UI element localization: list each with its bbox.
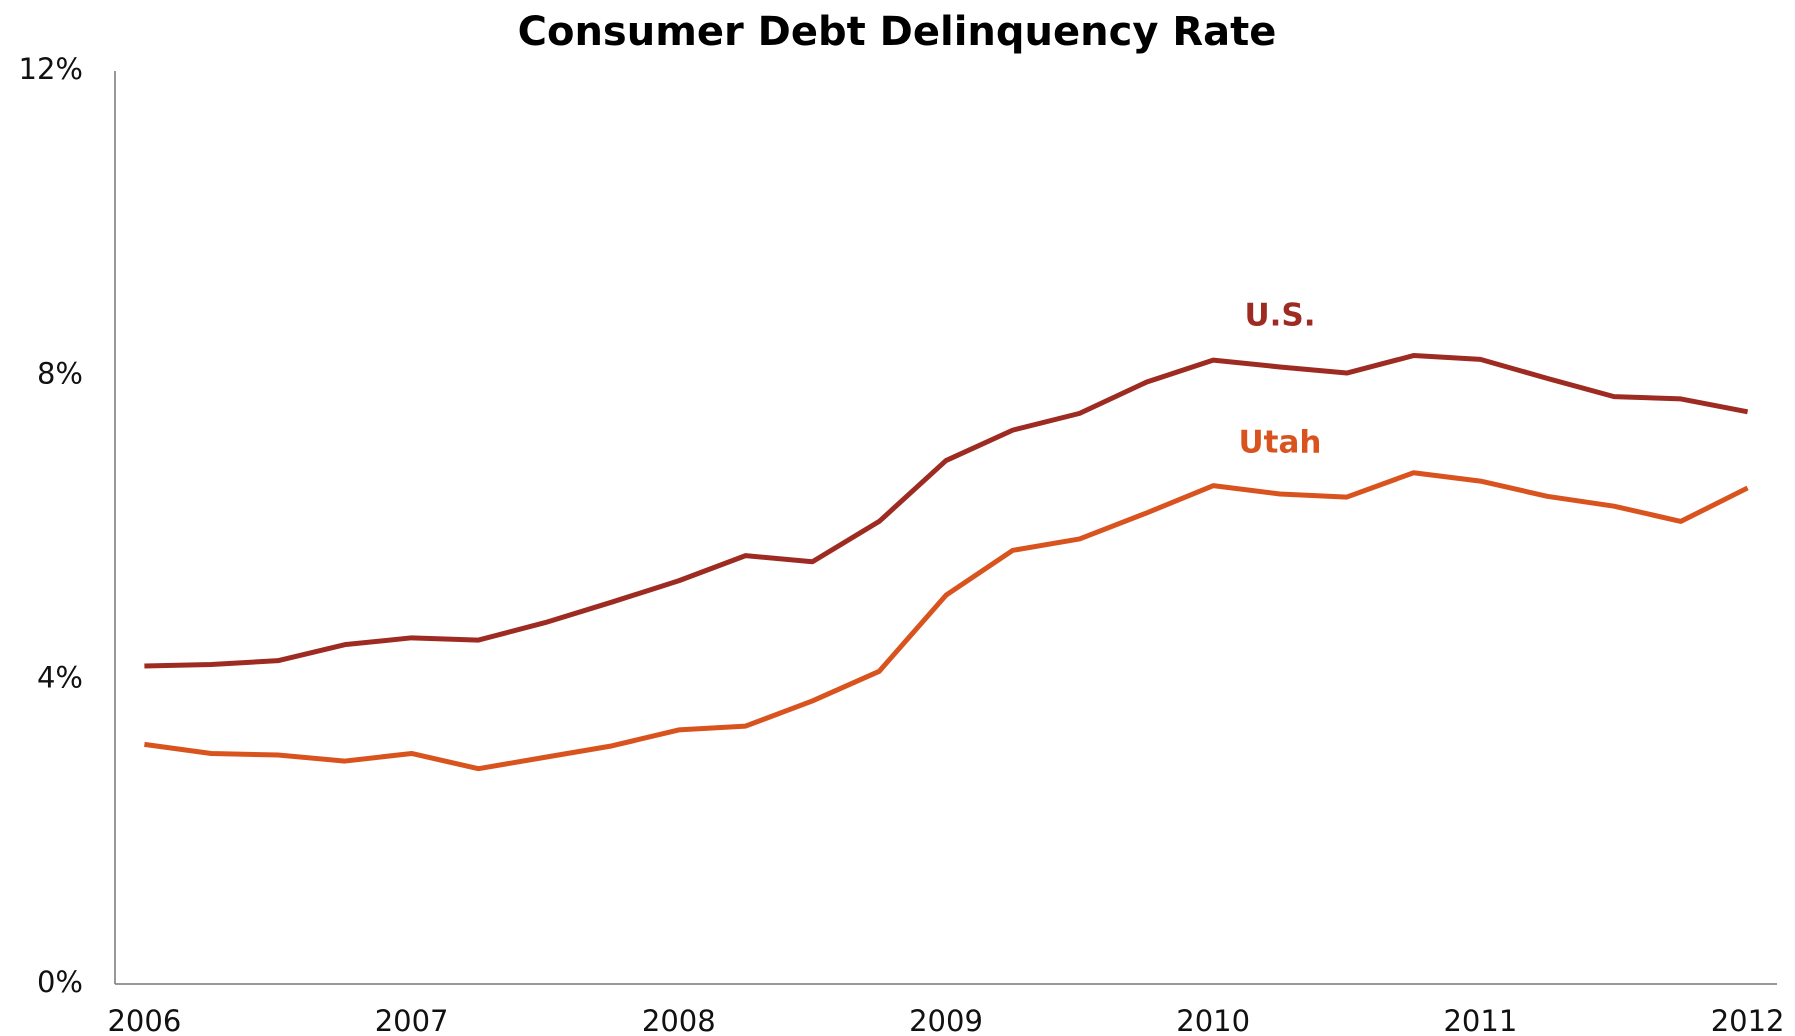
- y-tick-label: 12%: [19, 52, 83, 86]
- x-tick-label: 2009: [909, 1004, 983, 1036]
- y-tick-label: 4%: [37, 661, 83, 695]
- series-line: [144, 470, 1749, 772]
- x-tick-label: 2010: [1176, 1004, 1250, 1036]
- y-tick-label: 0%: [37, 965, 83, 999]
- y-tick-label: 8%: [37, 356, 83, 390]
- x-tick-label: 2008: [642, 1004, 716, 1036]
- series-label: Utah: [1239, 425, 1322, 461]
- x-tick-label: 2007: [375, 1004, 449, 1036]
- x-tick-label: 2011: [1443, 1004, 1517, 1036]
- series-line: [144, 353, 1749, 669]
- x-tick-label: 2012: [1711, 1004, 1785, 1036]
- chart-title: Consumer Debt Delinquency Rate: [518, 9, 1277, 55]
- series-label: U.S.: [1244, 297, 1315, 333]
- x-tick-label: 2006: [107, 1004, 181, 1036]
